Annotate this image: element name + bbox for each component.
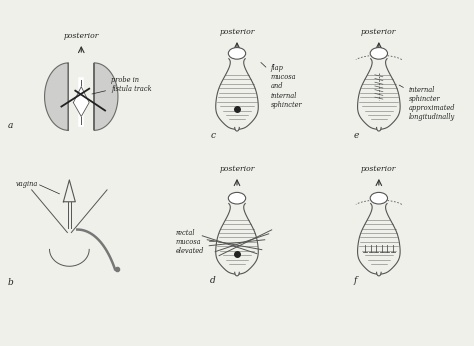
Text: posterior: posterior: [219, 165, 255, 173]
Ellipse shape: [228, 47, 246, 59]
Text: f: f: [354, 276, 357, 285]
Ellipse shape: [370, 192, 388, 204]
Polygon shape: [45, 63, 68, 130]
Text: c: c: [210, 131, 215, 140]
Text: b: b: [8, 278, 14, 287]
Text: posterior: posterior: [361, 28, 397, 36]
Text: posterior: posterior: [64, 32, 99, 40]
Text: posterior: posterior: [219, 28, 255, 36]
Text: internal
sphincter
approximated
longitudinally: internal sphincter approximated longitud…: [399, 85, 455, 121]
Text: vagina: vagina: [16, 180, 38, 188]
Text: probe in
fistula track: probe in fistula track: [92, 76, 152, 94]
Text: rectal
mucosa
elevated: rectal mucosa elevated: [175, 229, 214, 255]
Polygon shape: [73, 87, 89, 117]
Ellipse shape: [370, 47, 388, 59]
Text: e: e: [354, 131, 359, 140]
Text: d: d: [210, 276, 216, 285]
Text: posterior: posterior: [361, 165, 397, 173]
Ellipse shape: [228, 192, 246, 204]
Text: a: a: [8, 121, 13, 130]
Text: flap
mucosa
and
internal
sphincter: flap mucosa and internal sphincter: [261, 62, 302, 109]
Polygon shape: [94, 63, 118, 130]
